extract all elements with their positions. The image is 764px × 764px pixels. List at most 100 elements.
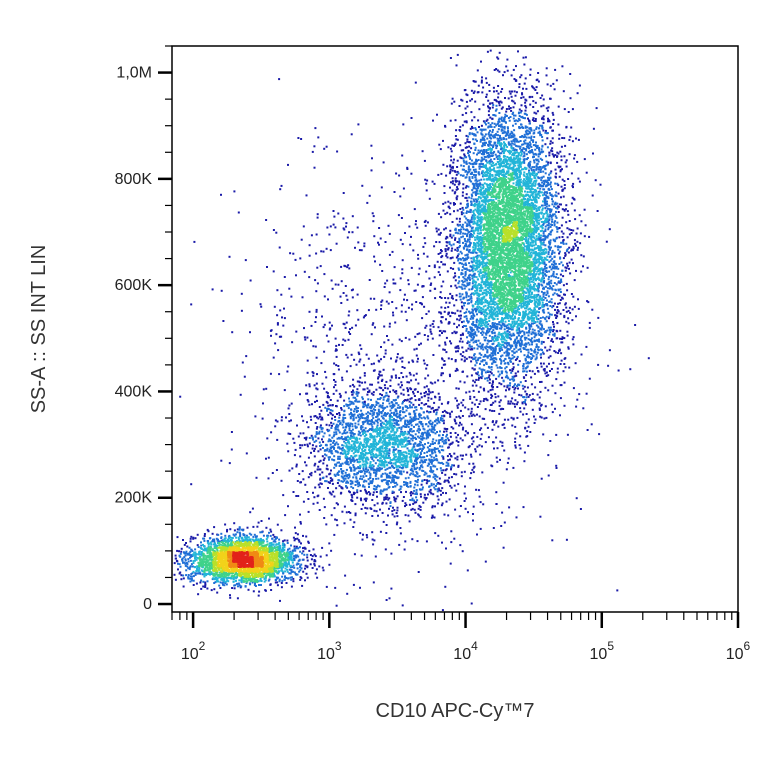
event-point [512,332,515,335]
event-point [412,390,414,393]
event-point [333,473,336,476]
event-point [415,408,418,411]
event-point [438,451,441,454]
event-point [572,262,574,265]
event-point [519,447,522,450]
event-point [280,335,283,338]
event-point [374,419,377,422]
event-point [302,500,305,503]
event-point [334,415,336,418]
event-point [455,299,458,302]
event-point [496,130,499,133]
event-point [551,229,554,232]
event-point [194,573,197,576]
event-point [439,311,442,314]
event-point [522,127,525,129]
event-point [431,515,434,518]
event-point [463,325,465,327]
event-point [559,257,562,260]
event-point [550,170,553,173]
event-point [372,408,375,411]
event-point [477,152,480,155]
event-point [522,365,525,368]
event-point [463,120,466,123]
event-point [575,497,578,500]
event-point [317,136,320,139]
event-point [185,542,187,544]
event-point [469,397,472,400]
event-point [454,275,457,278]
event-point [347,407,350,410]
event-point [279,188,282,191]
event-point [357,420,360,423]
event-point [343,410,346,413]
event-point [477,119,480,122]
event-point [492,104,495,106]
event-point [482,331,485,334]
event-point [481,368,484,371]
event-point [551,288,554,291]
event-point [433,426,436,429]
event-point [197,593,200,596]
event-point [552,321,554,323]
event-point [453,452,456,455]
event-point [471,214,474,217]
event-point [528,328,531,330]
event-point [510,95,513,98]
event-point [459,125,462,128]
event-point [500,407,503,410]
event-point [586,300,589,303]
plot-background [172,46,738,612]
event-point [307,541,310,544]
event-point [452,166,454,169]
event-point [415,496,418,499]
event-point [193,240,196,243]
event-point [545,294,548,296]
event-point [345,403,348,406]
event-point [463,284,466,287]
event-point [460,225,463,228]
event-point [534,339,537,342]
event-point [428,265,431,267]
event-point [362,364,365,367]
event-point [440,461,443,464]
event-point [305,572,308,575]
event-point [507,457,510,460]
event-point [501,441,504,444]
event-point [369,477,372,480]
event-point [385,399,388,402]
event-point [252,535,255,538]
event-point [460,401,463,404]
event-point [431,450,433,453]
event-point [470,301,473,304]
event-point [489,340,491,342]
event-point [484,355,487,358]
event-point [321,416,324,419]
event-point [552,361,555,364]
event-point [425,482,428,485]
event-point [479,437,482,440]
event-point [519,348,522,351]
event-point [446,437,449,440]
event-point [451,256,454,259]
event-point [479,453,482,456]
event-point [542,175,545,178]
event-point [311,371,314,374]
event-point [183,543,186,546]
event-point [315,233,318,236]
event-point [295,330,298,333]
event-point [292,252,295,255]
event-point [367,411,369,414]
event-point [345,422,348,425]
event-point [541,136,544,138]
event-point [608,228,611,231]
event-point [282,540,285,543]
event-point [432,438,435,441]
event-point [278,578,281,581]
event-point [566,262,569,265]
event-point [464,196,467,199]
event-point [375,488,378,491]
event-point [480,353,483,356]
event-point [299,569,302,572]
event-point [542,362,545,365]
